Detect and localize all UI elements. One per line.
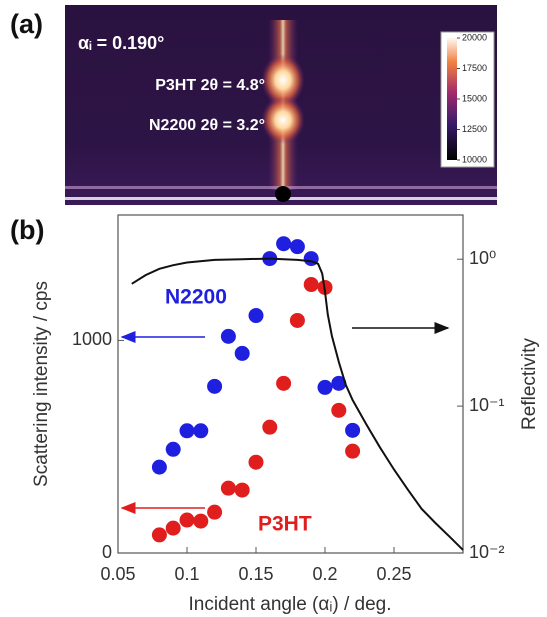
series-label: P3HT xyxy=(258,513,312,536)
data-point xyxy=(152,527,167,542)
colorbar-tick-label: 15000 xyxy=(462,93,487,103)
series-label: N2200 xyxy=(165,286,227,309)
y2-axis-label: Reflectivity xyxy=(519,338,540,430)
colorbar-tick-label: 17500 xyxy=(462,63,487,73)
y2-tick-label: 10⁻² xyxy=(469,542,505,562)
data-point xyxy=(331,403,346,418)
data-point xyxy=(207,379,222,394)
data-point xyxy=(235,483,250,498)
data-point xyxy=(262,420,277,435)
x-tick-label: 0.15 xyxy=(238,564,273,584)
y2-tick-label: 10⁻¹ xyxy=(469,395,505,415)
data-point xyxy=(249,308,264,323)
data-point xyxy=(318,380,333,395)
x-tick-label: 0.2 xyxy=(312,564,337,584)
panel-label: (b) xyxy=(10,215,44,245)
x-axis-label: Incident angle (αᵢ) / deg. xyxy=(188,594,391,615)
data-point xyxy=(193,514,208,529)
data-point xyxy=(276,236,291,251)
incidence-label: αᵢ = 0.190° xyxy=(78,33,164,53)
data-point xyxy=(166,521,181,536)
y-tick-label: 0 xyxy=(102,542,112,562)
data-point xyxy=(221,481,236,496)
y2-tick-label: 10⁰ xyxy=(469,248,496,268)
data-point xyxy=(166,442,181,457)
data-point xyxy=(180,513,195,528)
data-point xyxy=(290,239,305,254)
x-tick-label: 0.05 xyxy=(100,564,135,584)
colorbar-tick-label: 20000 xyxy=(462,32,487,42)
figure: (a) αᵢ = 0.190° P3HT 2θ = 4.8° N2200 2θ … xyxy=(0,0,547,617)
peak-label: P3HT 2θ = 4.8° xyxy=(155,77,265,94)
data-point xyxy=(345,423,360,438)
data-point xyxy=(207,505,222,520)
panel-label: (a) xyxy=(10,9,43,39)
data-point xyxy=(221,329,236,344)
x-tick-label: 0.25 xyxy=(376,564,411,584)
data-point xyxy=(235,346,250,361)
y-axis-label: Scattering intensity / cps xyxy=(31,281,52,487)
colorbar-tick-label: 10000 xyxy=(462,154,487,164)
colorbar-tick-label: 12500 xyxy=(462,124,487,134)
data-point xyxy=(290,313,305,328)
x-tick-label: 0.1 xyxy=(174,564,199,584)
data-point xyxy=(180,423,195,438)
data-point xyxy=(152,460,167,475)
y-tick-label: 1000 xyxy=(72,329,112,349)
colorbar-scale xyxy=(447,38,457,160)
data-point xyxy=(249,455,264,470)
data-point xyxy=(193,423,208,438)
data-point xyxy=(304,277,319,292)
data-point xyxy=(345,444,360,459)
peak-label: N2200 2θ = 3.2° xyxy=(149,117,265,134)
data-point xyxy=(276,376,291,391)
